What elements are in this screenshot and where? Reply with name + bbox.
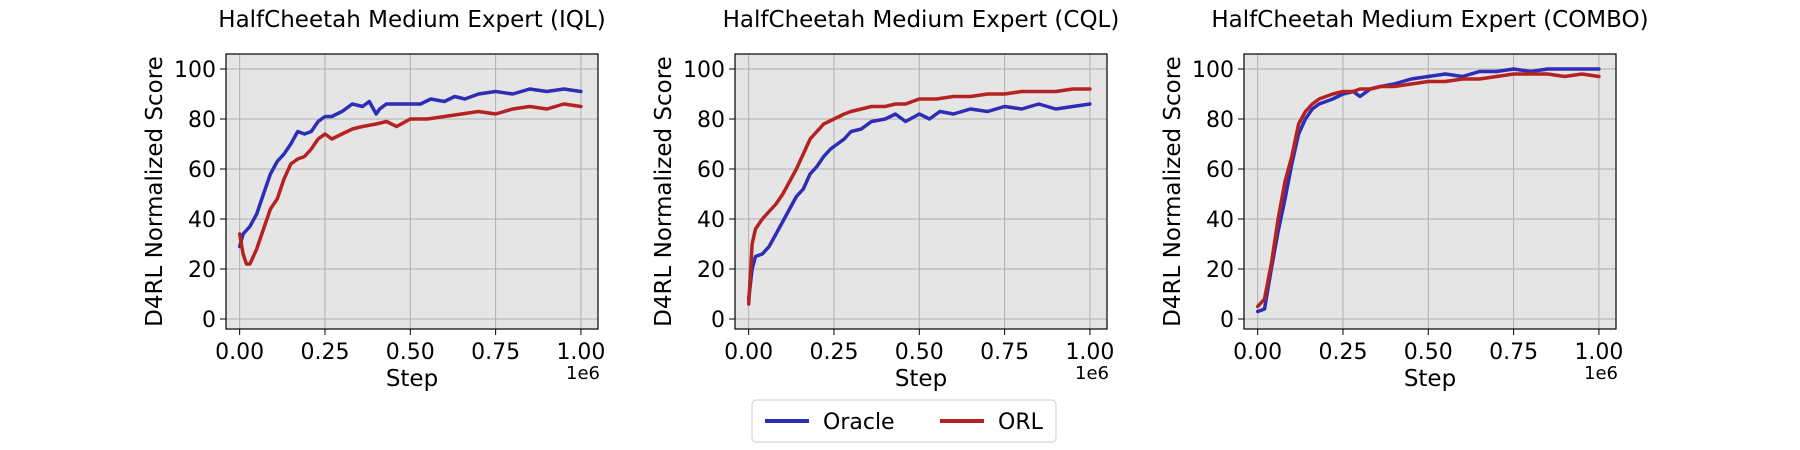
iql-xtick-label-2: 0.50: [386, 340, 435, 365]
iql-xtick-label-0: 0.00: [215, 340, 264, 365]
iql-xtick-label-4: 1.00: [556, 340, 605, 365]
iql-x-offset-label: 1e6: [566, 363, 600, 384]
iql-ytick-label-0: 0: [202, 308, 216, 333]
legend: Oracle ORL: [751, 399, 1057, 443]
subplot-cql: 0.00 0.25 0.50 0.75 1.00 0 20 40 60 80 100 1e6 Step D…: [651, 7, 1119, 392]
cql-xtick-label-3: 0.75: [980, 340, 1029, 365]
cql-xtick-label-1: 0.25: [809, 340, 858, 365]
combo-series-orl-line: [1255, 72, 1601, 309]
combo-xtick-label-3: 0.75: [1489, 340, 1538, 365]
iql-ytick-label-4: 80: [188, 108, 216, 133]
cql-axes-frame: [734, 53, 1108, 330]
cql-series-oracle-line: [746, 102, 1092, 301]
combo-axes-frame: [1243, 53, 1617, 330]
combo-x-offset-label: 1e6: [1584, 363, 1618, 384]
combo-ytick-label-0: 0: [1220, 308, 1234, 333]
iql-y-axis-label: D4RL Normalized Score: [142, 56, 168, 327]
combo-x-axis-label: Step: [1404, 366, 1456, 392]
cql-ytick-label-1: 20: [697, 258, 725, 283]
combo-ytick-label-4: 80: [1206, 108, 1234, 133]
iql-ytick-label-3: 60: [188, 158, 216, 183]
combo-plot-area: [1244, 54, 1616, 329]
iql-ytick-label-5: 100: [174, 58, 216, 83]
iql-plot-area: [226, 54, 598, 329]
subplot-combo: 0.00 0.25 0.50 0.75 1.00 0 20 40 60 80 100 1e6 Step D…: [1160, 7, 1649, 392]
cql-ytick-label-0: 0: [711, 308, 725, 333]
iql-ytick-label-1: 20: [188, 258, 216, 283]
combo-chart-title: HalfCheetah Medium Expert (COMBO): [1211, 7, 1648, 33]
cql-x-axis-label: Step: [895, 366, 947, 392]
iql-x-axis-label: Step: [386, 366, 438, 392]
combo-ytick-label-1: 20: [1206, 258, 1234, 283]
iql-xtick-label-3: 0.75: [471, 340, 520, 365]
cql-ytick-label-3: 60: [697, 158, 725, 183]
cql-xtick-label-4: 1.00: [1065, 340, 1114, 365]
cql-ytick-label-4: 80: [697, 108, 725, 133]
combo-series-oracle-line: [1255, 67, 1601, 314]
iql-chart-title: HalfCheetah Medium Expert (IQL): [218, 7, 605, 33]
cql-chart-title: HalfCheetah Medium Expert (CQL): [723, 7, 1120, 33]
combo-xtick-label-1: 0.25: [1318, 340, 1367, 365]
combo-ytick-label-3: 60: [1206, 158, 1234, 183]
combo-xtick-label-2: 0.50: [1404, 340, 1453, 365]
iql-axes-frame: [225, 53, 599, 330]
cql-plot-area: [735, 54, 1107, 329]
combo-ytick-label-2: 40: [1206, 208, 1234, 233]
combo-xtick-label-4: 1.00: [1574, 340, 1623, 365]
cql-ytick-label-2: 40: [697, 208, 725, 233]
cql-xtick-label-0: 0.00: [724, 340, 773, 365]
legend-frame: [751, 399, 1057, 443]
cql-series-orl-line: [746, 87, 1092, 306]
legend-orl-label: ORL: [998, 410, 1044, 435]
combo-xtick-label-0: 0.00: [1233, 340, 1282, 365]
cql-x-offset-label: 1e6: [1075, 363, 1109, 384]
iql-ytick-label-2: 40: [188, 208, 216, 233]
iql-series-oracle-line: [237, 87, 583, 249]
subplot-iql: 0.00 0.25 0.50 0.75 1.00 0 20 40 60 80 100 1e6 Step D…: [142, 7, 606, 392]
legend-oracle-label: Oracle: [823, 410, 895, 435]
iql-series-orl-line: [237, 102, 583, 266]
cql-ytick-label-5: 100: [683, 58, 725, 83]
cql-y-axis-label: D4RL Normalized Score: [651, 56, 677, 327]
combo-ytick-label-5: 100: [1192, 58, 1234, 83]
iql-xtick-label-1: 0.25: [300, 340, 349, 365]
combo-y-axis-label: D4RL Normalized Score: [1160, 56, 1186, 327]
cql-xtick-label-2: 0.50: [895, 340, 944, 365]
